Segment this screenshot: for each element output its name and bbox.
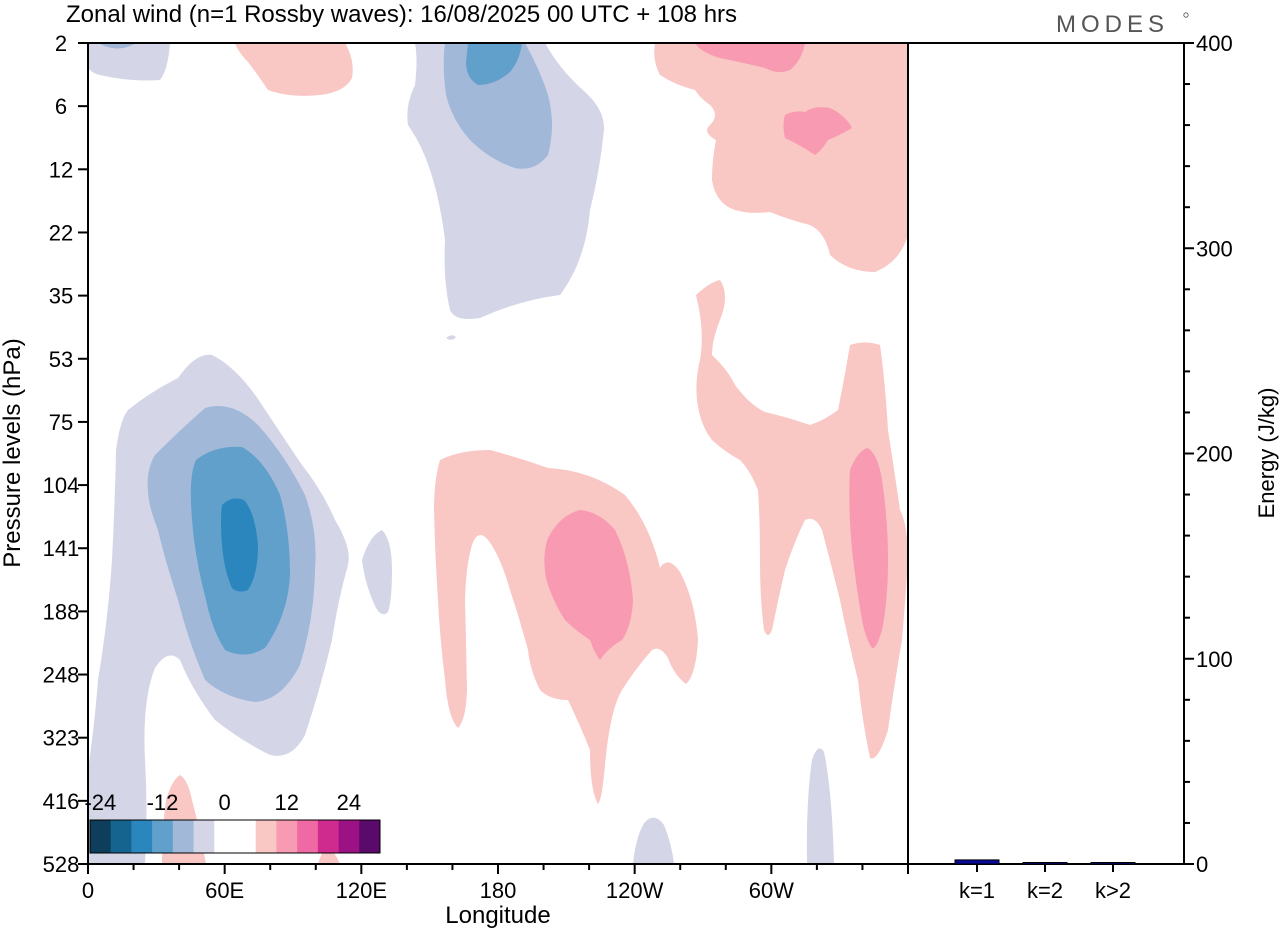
contour-pos-topright-patch [783, 107, 852, 155]
y-tick-label: 323 [43, 726, 80, 751]
energy-axis-label: Energy (J/kg) [1254, 388, 1279, 519]
colorbar-swatch [255, 820, 277, 853]
energy-tick-label: 300 [1196, 236, 1233, 261]
x-tick-label: 0 [82, 878, 94, 903]
colorbar-swatch [193, 820, 215, 853]
colorbar-swatch [172, 820, 194, 853]
x-tick-label: 60E [205, 878, 244, 903]
energy-category-label: k=1 [959, 878, 995, 903]
y-tick-label: 528 [43, 852, 80, 877]
colorbar-swatch [338, 820, 360, 853]
y-tick-label: 2 [55, 31, 67, 56]
energy-bar [1090, 862, 1136, 865]
contour-neg-speck [446, 335, 456, 340]
energy-panel-frame [907, 42, 1185, 865]
colorbar-tick-label: -12 [147, 790, 179, 815]
y-tick-label: 53 [49, 347, 73, 372]
contour-pos-topright [654, 43, 908, 272]
x-tick-label: 180 [480, 878, 517, 903]
colorbar-tick-label: -24 [84, 790, 116, 815]
energy-tick-label: 100 [1196, 647, 1233, 672]
y-tick-label: 35 [49, 284, 73, 309]
contour-pos-middle-core [544, 510, 633, 660]
energy-category-label: k>2 [1095, 878, 1131, 903]
x-axis-label: Longitude [445, 902, 550, 929]
energy-category-label: k=2 [1027, 878, 1063, 903]
y-tick-label: 12 [49, 157, 73, 182]
colorbar-swatch [359, 820, 381, 853]
contour-neg-bottom-60W [806, 748, 834, 864]
y-tick-label: 141 [43, 536, 80, 561]
y-axis-pressure: 2 6 12 22 35 53 75 104 141 188 248 323 416 528 [43, 31, 88, 877]
contour-neg-topleft [88, 43, 170, 81]
colorbar-swatch [214, 820, 236, 853]
y-tick-label: 248 [43, 663, 80, 688]
colorbar-tick-label: 24 [337, 790, 361, 815]
contour-pos-right-core [849, 448, 888, 649]
x-tick-label: 60W [749, 878, 794, 903]
y-tick-label: 22 [49, 220, 73, 245]
contour-neg-topleft-core [100, 43, 136, 49]
contour-field [88, 43, 908, 864]
energy-category-labels: k=1 k=2 k>2 [959, 864, 1131, 903]
colorbar-swatch [90, 820, 112, 853]
colorbar-swatch [110, 820, 132, 853]
colorbar-tick-label: 0 [219, 790, 231, 815]
logo-text: MODES [1056, 11, 1169, 38]
colorbar-swatch [276, 820, 298, 853]
colorbar-tick-label: 12 [275, 790, 299, 815]
contour-neg-bottom-120W [633, 817, 674, 864]
contour-neg-upper-column-core [466, 43, 522, 85]
y-tick-label: 104 [43, 473, 80, 498]
y-axis-label: Pressure levels (hPa) [0, 338, 26, 567]
y-tick-label: 188 [43, 599, 80, 624]
contour-pos-top-45E [235, 43, 353, 96]
colorbar-swatch [317, 820, 339, 853]
energy-axis: 0 100 200 300 400 [1184, 31, 1233, 877]
x-tick-label: 120W [606, 878, 664, 903]
x-tick-label: 120E [336, 878, 387, 903]
colorbar-swatch [297, 820, 319, 853]
energy-bar [1022, 862, 1068, 865]
colorbar-swatch [131, 820, 153, 853]
energy-tick-label: 400 [1196, 31, 1233, 56]
energy-tick-label: 0 [1196, 852, 1208, 877]
contour-neg-small-120E [362, 530, 392, 615]
colorbar [89, 819, 381, 854]
colorbar-swatch [152, 820, 174, 853]
x-axis-longitude: 0 60E 120E 180 120W 60W [82, 864, 909, 903]
contour-neg-lowerleft-core [221, 498, 258, 592]
y-tick-label: 6 [55, 94, 67, 119]
colorbar-swatch [235, 820, 257, 853]
energy-bar [954, 859, 1000, 865]
contour-pos-topright-strip [695, 43, 805, 73]
y-tick-label: 416 [43, 789, 80, 814]
energy-bars [954, 859, 1136, 865]
y-tick-label: 75 [49, 410, 73, 435]
contour-pos-middle [434, 450, 698, 804]
colorbar-frame [89, 819, 381, 854]
colorbar-tick-labels: -24 -12 0 12 24 [84, 790, 361, 815]
energy-tick-label: 200 [1196, 442, 1233, 467]
chart-title: Zonal wind (n=1 Rossby waves): 16/08/202… [66, 1, 737, 28]
modes-logo: MODES [1056, 11, 1189, 38]
contour-pos-right [696, 280, 908, 759]
